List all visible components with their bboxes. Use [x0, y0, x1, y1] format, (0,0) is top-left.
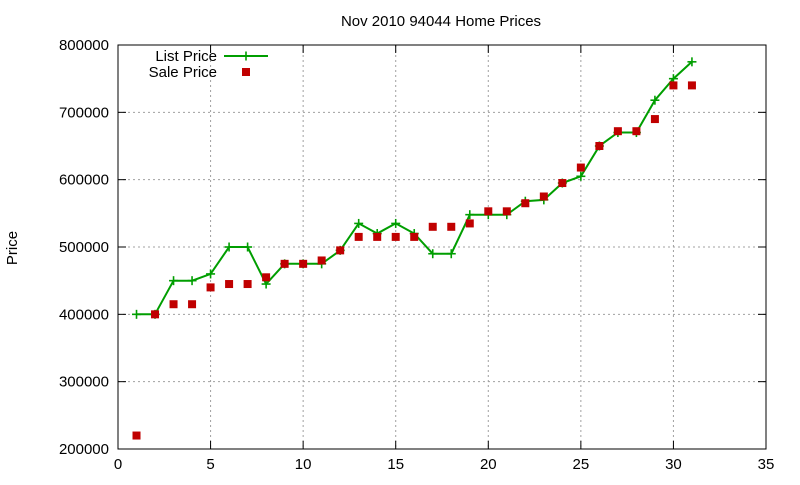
- x-tick-label: 30: [665, 456, 682, 473]
- data-point: [262, 273, 271, 282]
- series-line: [136, 61, 693, 316]
- data-point: [595, 142, 604, 150]
- data-point: [539, 192, 548, 201]
- legend-label: List Price: [155, 48, 217, 65]
- x-tick-label: 10: [295, 456, 312, 473]
- data-point: [280, 259, 289, 268]
- y-axis-label: Price: [4, 231, 21, 265]
- data-point: [187, 276, 197, 286]
- data-point: [687, 57, 697, 67]
- data-point: [410, 232, 419, 241]
- data-point: [465, 219, 474, 228]
- data-point: [558, 179, 567, 188]
- x-tick-label: 20: [480, 456, 497, 473]
- x-tick-label: 35: [758, 456, 775, 473]
- series: [132, 57, 697, 440]
- y-tick-label: 600000: [59, 172, 109, 189]
- data-point: [650, 95, 660, 105]
- legend-label: Sale Price: [149, 64, 217, 81]
- data-point: [206, 283, 215, 292]
- data-point: [447, 222, 456, 231]
- data-point: [132, 309, 142, 319]
- data-point: [632, 127, 641, 136]
- data-point: [502, 207, 511, 216]
- data-point: [169, 300, 178, 309]
- data-point: [650, 115, 659, 124]
- data-point: [687, 81, 696, 90]
- data-point: [224, 242, 234, 252]
- data-point: [576, 171, 586, 181]
- y-tick-label: 300000: [59, 374, 109, 391]
- data-point: [521, 199, 530, 208]
- data-point: [391, 232, 400, 241]
- y-tick-label: 200000: [59, 441, 109, 458]
- data-point: [317, 256, 326, 265]
- data-point: [428, 249, 438, 259]
- data-point: [373, 232, 382, 241]
- data-point: [391, 218, 401, 228]
- series-1: [132, 81, 696, 440]
- data-point: [669, 81, 678, 90]
- ticks: 0 5 10 15 20 25 30 35 200000 300000 400000 500000 60…: [59, 37, 774, 473]
- legend-marker: [242, 68, 250, 76]
- x-tick-label: 25: [573, 456, 590, 473]
- y-tick-label: 500000: [59, 239, 109, 256]
- data-point: [188, 300, 197, 309]
- grid: [118, 45, 766, 449]
- y-tick-label: 700000: [59, 104, 109, 121]
- x-tick-label: 15: [387, 456, 404, 473]
- data-point: [243, 280, 252, 289]
- data-point: [206, 269, 216, 279]
- data-point: [299, 259, 308, 268]
- data-point: [613, 127, 622, 136]
- data-point: [354, 218, 364, 228]
- data-point: [428, 222, 437, 231]
- data-point: [576, 163, 585, 172]
- data-point: [465, 210, 475, 220]
- data-point: [132, 431, 141, 440]
- y-tick-label: 400000: [59, 306, 109, 323]
- series-0: [132, 57, 697, 319]
- x-tick-label: 0: [114, 456, 122, 473]
- data-point: [151, 310, 160, 319]
- data-point: [484, 207, 493, 216]
- data-point: [446, 249, 456, 259]
- legend-marker: [241, 51, 251, 61]
- data-point: [243, 242, 253, 252]
- data-point: [169, 276, 179, 286]
- chart-title: Nov 2010 94044 Home Prices: [341, 13, 541, 30]
- data-point: [354, 232, 363, 241]
- y-tick-label: 800000: [59, 37, 109, 54]
- x-tick-label: 5: [206, 456, 214, 473]
- data-point: [225, 280, 234, 289]
- data-point: [336, 246, 345, 255]
